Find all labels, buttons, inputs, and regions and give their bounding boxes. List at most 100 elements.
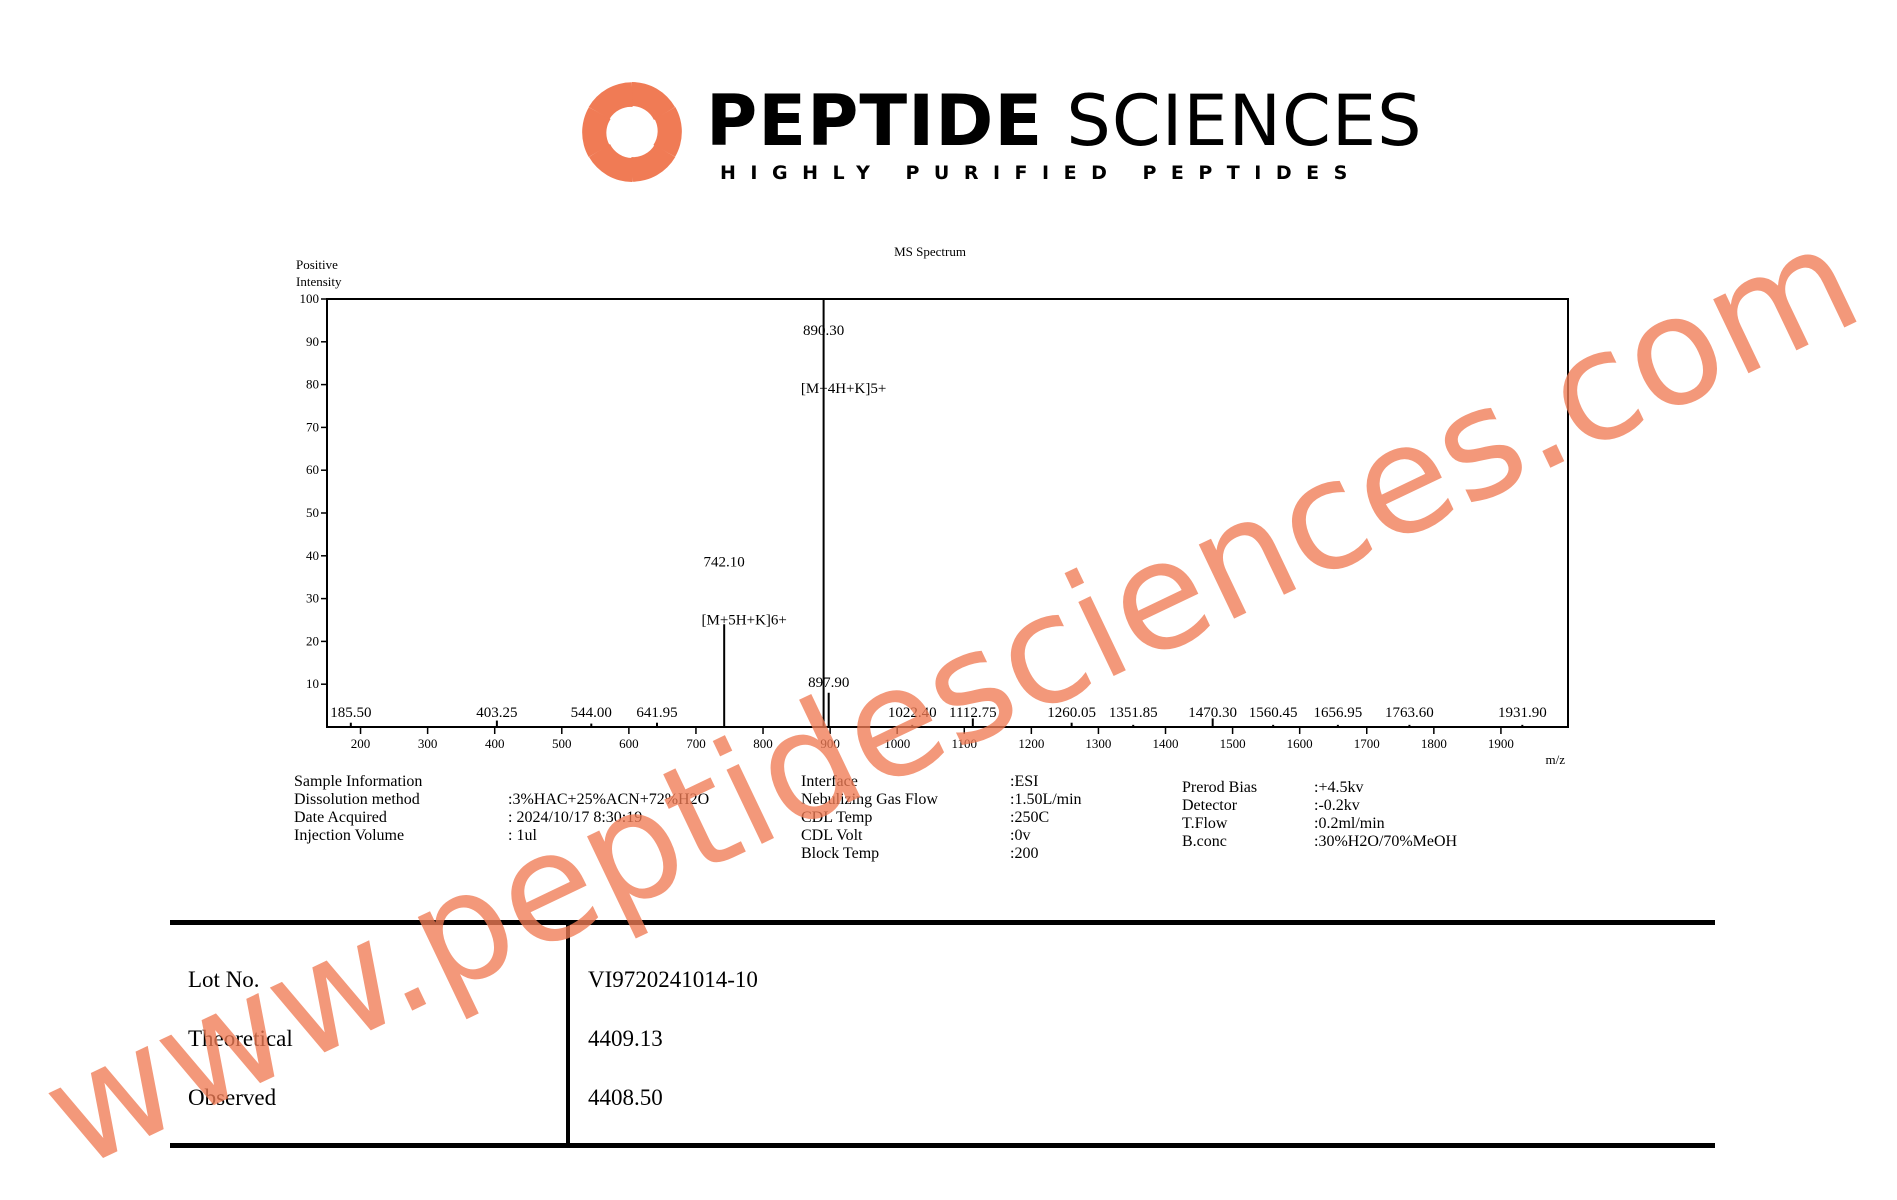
brand-name-light: SCIENCES	[1066, 80, 1423, 162]
y-tick-label: 30	[306, 591, 319, 606]
param-value: : 1ul	[508, 827, 537, 844]
param-label: CDL Temp	[801, 809, 873, 826]
plot-frame	[326, 298, 1569, 728]
x-tick-label: 1900	[1488, 736, 1514, 751]
x-tick-label: 1800	[1421, 736, 1447, 751]
chart-title: MS Spectrum	[894, 244, 966, 259]
param-label: Dissolution method	[294, 791, 420, 808]
param-label: B.conc	[1182, 833, 1227, 850]
peak-label: 403.25	[476, 705, 517, 721]
logo-swirl-blade	[653, 107, 682, 157]
param-label: Block Temp	[801, 845, 880, 862]
x-tick-label: 1000	[884, 736, 910, 751]
param-value: :0.2ml/min	[1314, 815, 1385, 832]
x-tick-label: 400	[485, 736, 505, 751]
detector-values: :+4.5kv :-0.2kv :0.2ml/min :30%H2O/70%Me…	[1314, 779, 1457, 851]
param-label: Injection Volume	[294, 827, 405, 844]
logo-swirl-blade	[582, 107, 611, 157]
peak-label: 1763.60	[1385, 705, 1434, 721]
peak-label: 897.90	[808, 675, 849, 691]
param-value: :1.50L/min	[1010, 791, 1082, 808]
logo-swirl-blade	[632, 82, 675, 120]
peak-label: 1656.95	[1314, 705, 1363, 721]
param-label: Interface	[801, 773, 858, 790]
peak-label: 1351.85	[1109, 705, 1158, 721]
x-tick-label: 1600	[1287, 736, 1313, 751]
theoretical-mass-value: 4409.13	[588, 1026, 663, 1051]
param-value: :+4.5kv	[1314, 779, 1364, 796]
param-label: CDL Volt	[801, 827, 863, 844]
x-tick-label: 1400	[1153, 736, 1179, 751]
x-tick-label: 1700	[1354, 736, 1380, 751]
y-tick-label: 90	[306, 334, 319, 349]
y-axis-label-line1: Positive	[296, 257, 338, 272]
param-value: :0v	[1010, 827, 1031, 844]
y-axis-label-line2: Intensity	[296, 274, 342, 289]
param-value: :3%HAC+25%ACN+72%H2O	[508, 791, 710, 808]
peak-label: 890.30	[803, 323, 844, 339]
param-value: :ESI	[1010, 773, 1039, 790]
param-value: :30%H2O/70%MeOH	[1314, 833, 1458, 850]
peak-label: 742.10	[704, 554, 745, 570]
peak-label: 544.00	[571, 705, 612, 721]
peak-label: 1560.45	[1249, 705, 1298, 721]
theoretical-mass-label: Theoretical	[188, 1026, 293, 1051]
y-tick-label: 40	[306, 548, 319, 563]
brand-logo: PEPTIDE SCIENCES HIGHLY PURIFIED PEPTIDE…	[580, 78, 1422, 190]
x-tick-label: 1200	[1018, 736, 1044, 751]
brand-name-bold: PEPTIDE	[706, 80, 1044, 162]
y-tick-label: 60	[306, 462, 319, 477]
y-tick-label: 80	[306, 377, 319, 392]
param-label: Sample Information	[294, 773, 423, 790]
param-label: Date Acquired	[294, 809, 387, 826]
lot-number-label: Lot No.	[188, 967, 260, 992]
x-tick-label: 700	[686, 736, 706, 751]
brand-tagline: HIGHLY PURIFIED PEPTIDES	[720, 162, 1362, 184]
peak-label: 1112.75	[949, 705, 997, 721]
peak-annotation: [M+4H+K]5+	[801, 381, 886, 397]
instrument-values: :ESI :1.50L/min :250C :0v :200	[1010, 773, 1082, 863]
logo-swirl-blade	[631, 145, 676, 182]
y-tick-label: 70	[306, 419, 319, 434]
x-tick-label: 1300	[1085, 736, 1111, 751]
param-value: :-0.2kv	[1314, 797, 1360, 814]
param-label: Nebulizing Gas Flow	[801, 791, 938, 808]
param-label: Detector	[1182, 797, 1238, 814]
detector-labels: Prerod Bias Detector T.Flow B.conc	[1182, 779, 1257, 851]
peak-label: 1931.90	[1498, 705, 1547, 721]
table-divider	[566, 925, 570, 1143]
result-table: Lot No. VI9720241014-10 Theoretical 4409…	[170, 920, 1715, 1148]
param-value: : 2024/10/17 8:30:19	[508, 809, 643, 826]
peak-label: 185.50	[330, 705, 371, 721]
peptide-sciences-logo-mark	[582, 82, 682, 182]
sample-info-labels: Sample Information Dissolution method Da…	[294, 773, 422, 845]
x-tick-label: 800	[753, 736, 773, 751]
x-tick-label: 1500	[1220, 736, 1246, 751]
x-tick-label: 200	[351, 736, 371, 751]
x-axis-label: m/z	[1546, 752, 1566, 767]
brand-name: PEPTIDE SCIENCES	[706, 86, 1423, 156]
sample-info-values: :3%HAC+25%ACN+72%H2O : 2024/10/17 8:30:1…	[508, 791, 709, 845]
x-tick-label: 300	[418, 736, 438, 751]
x-tick-label: 600	[619, 736, 639, 751]
param-label: T.Flow	[1182, 815, 1228, 832]
observed-mass-label: Observed	[188, 1085, 277, 1110]
logo-swirl-blade	[589, 144, 632, 182]
peak-label: 1260.05	[1047, 705, 1096, 721]
y-tick-label: 20	[306, 633, 319, 648]
param-value: :250C	[1010, 809, 1050, 826]
y-tick-label: 100	[300, 291, 320, 306]
x-tick-label: 500	[552, 736, 572, 751]
observed-mass-value: 4408.50	[588, 1085, 663, 1110]
param-label: Prerod Bias	[1182, 779, 1258, 796]
x-tick-label: 900	[820, 736, 840, 751]
logo-swirl-blade	[588, 82, 633, 119]
peak-label: 641.95	[636, 705, 677, 721]
peak-label: 1470.30	[1188, 705, 1237, 721]
peak-label: 1022.40	[888, 705, 937, 721]
ms-spectrum-chart: MS Spectrum Positive Intensity m/z 10 20 3…	[296, 244, 1569, 767]
y-tick-label: 50	[306, 505, 319, 520]
instrument-labels: Interface Nebulizing Gas Flow CDL Temp C…	[801, 773, 938, 863]
param-value: :200	[1010, 845, 1039, 862]
y-tick-label: 10	[306, 676, 319, 691]
